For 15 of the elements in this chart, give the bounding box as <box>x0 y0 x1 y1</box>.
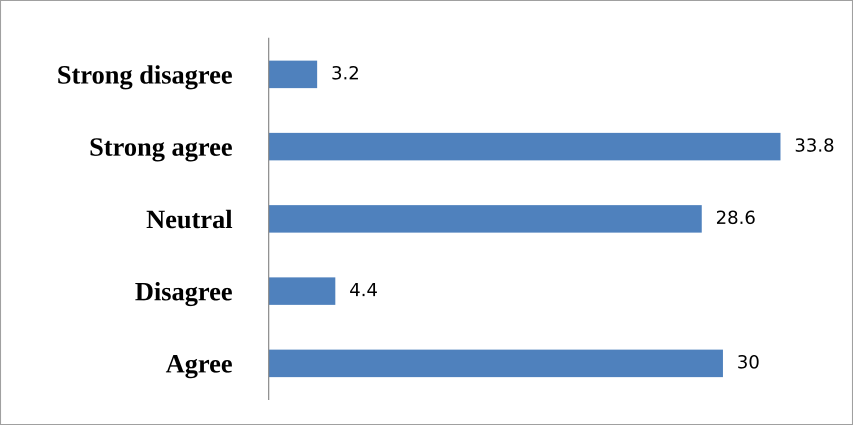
data-label: 3.2 <box>332 66 358 80</box>
bar <box>268 132 780 160</box>
data-label: 4.4 <box>350 282 377 296</box>
y-tick-label: Agree <box>166 355 232 378</box>
data-label: 33.8 <box>796 138 834 152</box>
bar <box>268 205 702 233</box>
y-tick-label: Strong disagree <box>58 65 232 90</box>
bar <box>268 60 318 88</box>
bar <box>268 350 723 378</box>
y-tick-label: Disagree <box>135 282 232 306</box>
data-label: 30 <box>738 354 759 369</box>
y-tick-label: Neutral <box>146 210 232 228</box>
y-tick-label: Strong agree <box>90 138 232 162</box>
data-label: 28.6 <box>716 210 755 224</box>
bar <box>268 277 336 305</box>
